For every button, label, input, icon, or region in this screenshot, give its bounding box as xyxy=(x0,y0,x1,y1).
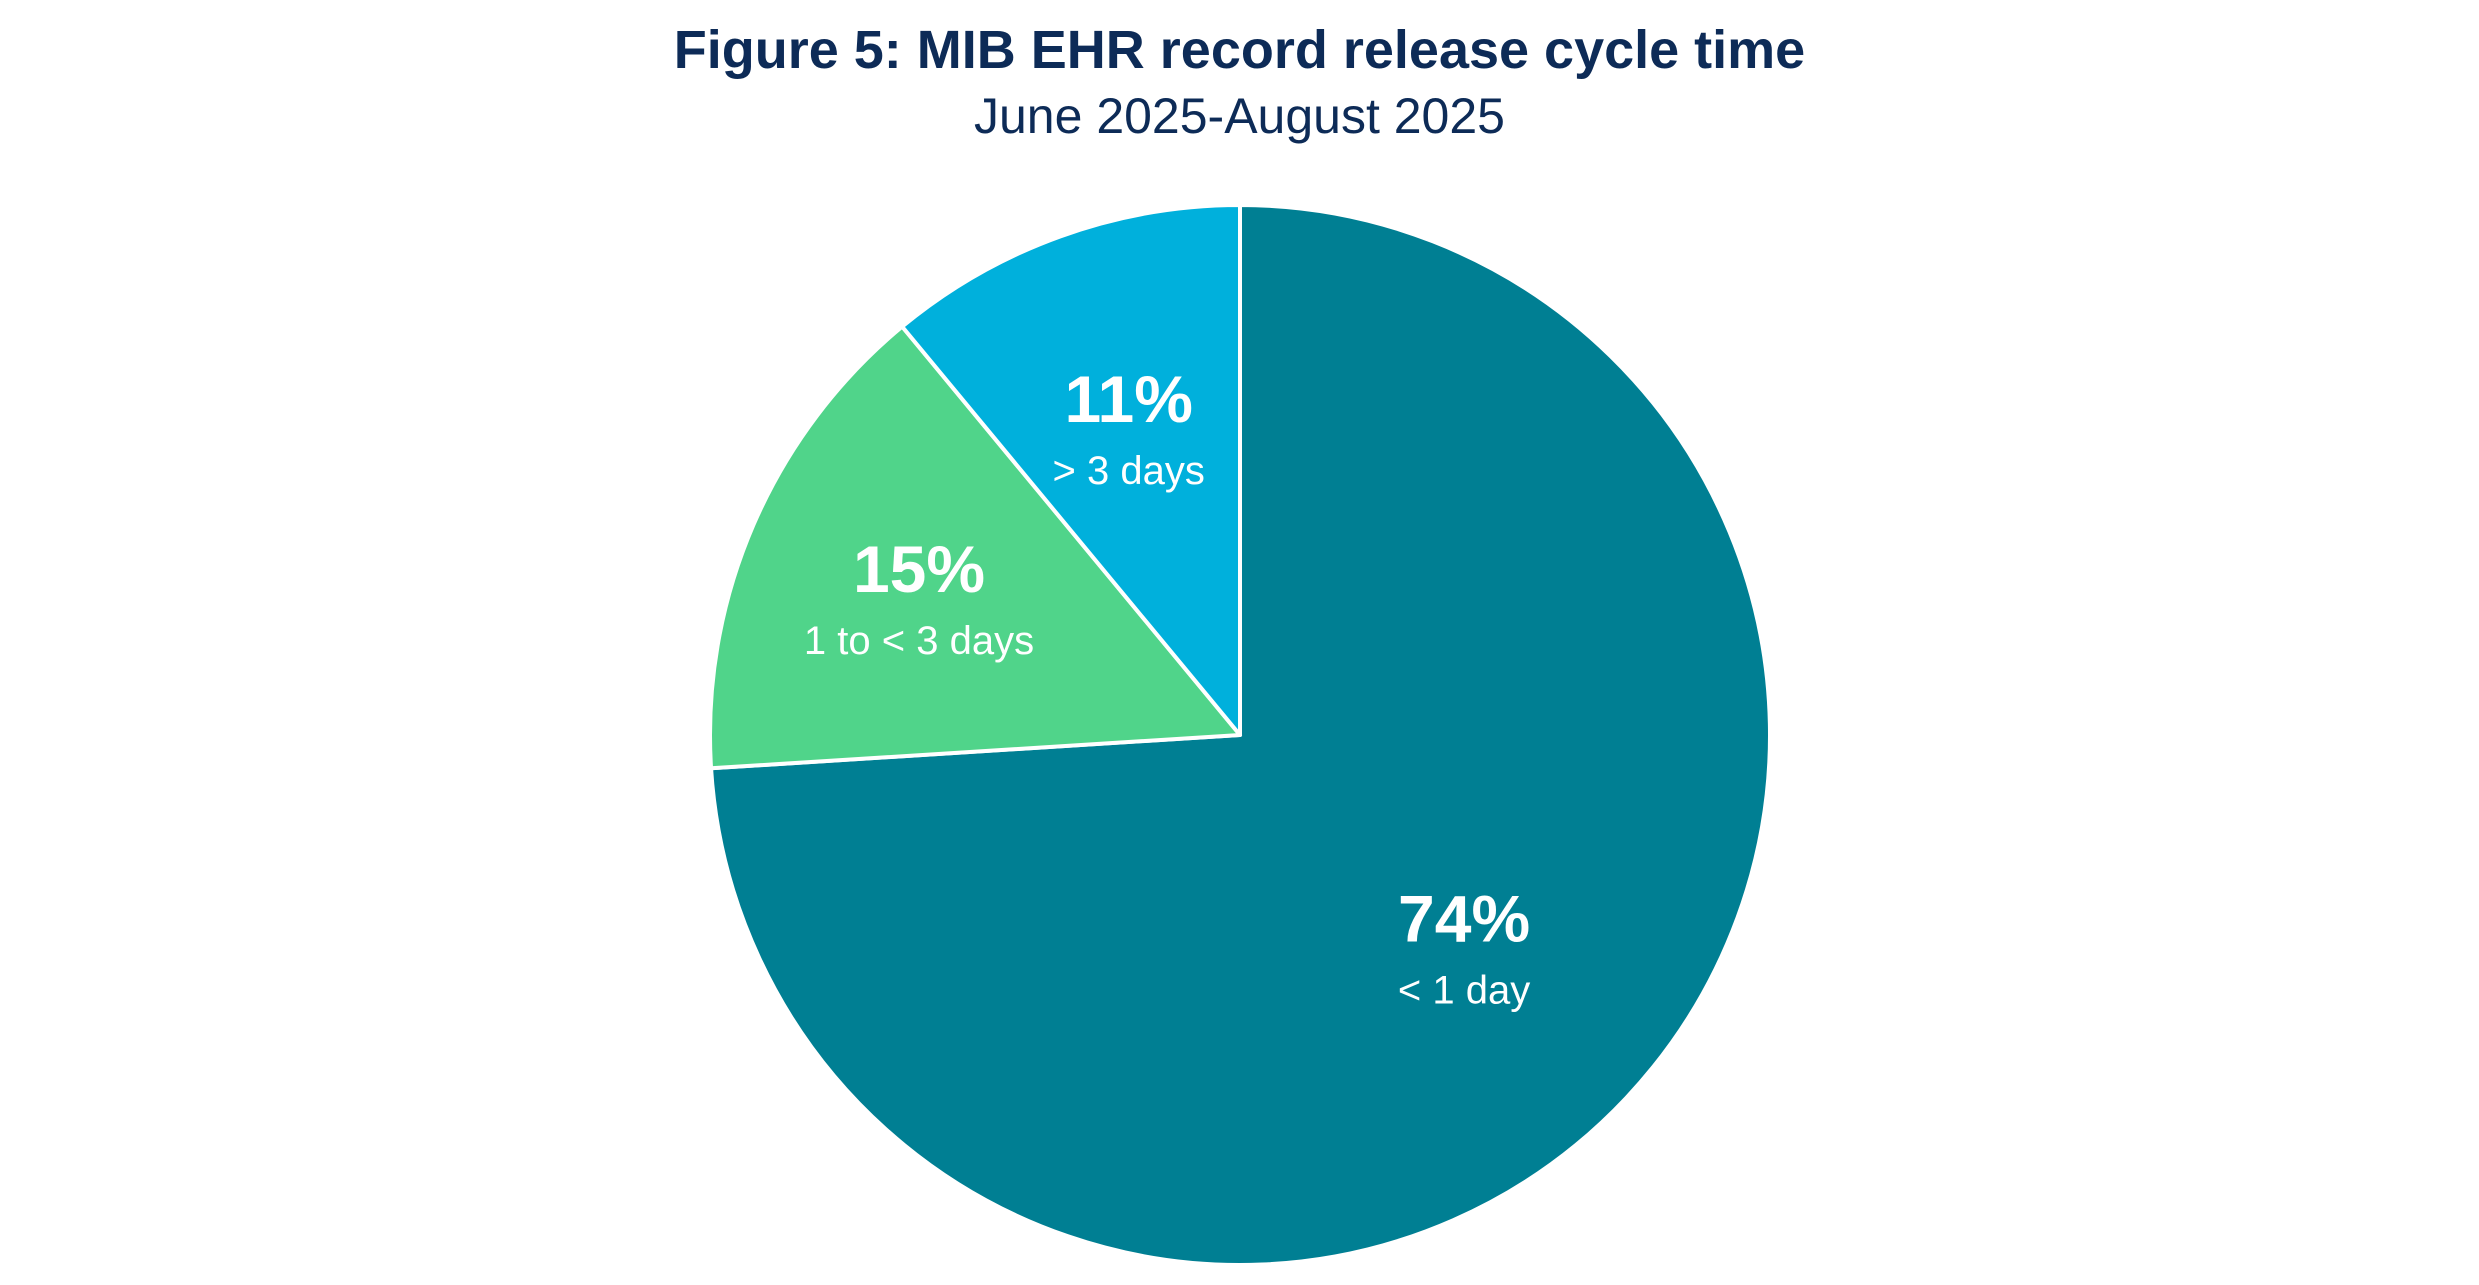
pie-slice-3 xyxy=(900,203,1242,737)
slice-value-label-2: 15% xyxy=(853,532,985,606)
slice-category-label-2: 1 to < 3 days xyxy=(804,619,1034,663)
pie-slice-2 xyxy=(708,324,1242,771)
labels-layer: 74% < 1 day 15% 1 to < 3 days 11% > 3 days xyxy=(804,362,1530,1013)
slice-value-label-3: 11% xyxy=(1064,362,1192,436)
slice-value-label-1: 74% xyxy=(1398,881,1530,955)
chart-subtitle: June 2025-August 2025 xyxy=(974,88,1505,144)
slices-layer xyxy=(708,203,1772,1267)
chart-title: Figure 5: MIB EHR record release cycle t… xyxy=(673,20,1806,80)
slice-category-label-3: > 3 days xyxy=(1053,449,1205,493)
slice-category-label-1: < 1 day xyxy=(1398,968,1530,1012)
